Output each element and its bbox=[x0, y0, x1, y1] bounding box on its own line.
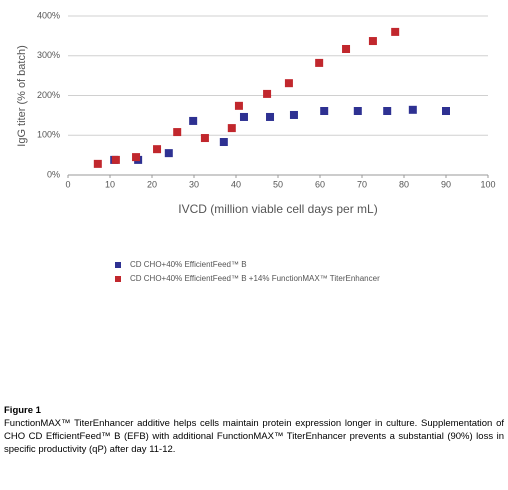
x-tick-label: 10 bbox=[105, 179, 115, 189]
caption-text: FunctionMAX™ TiterEnhancer additive help… bbox=[4, 418, 504, 455]
point bbox=[173, 128, 182, 137]
point bbox=[132, 153, 141, 162]
legend-label: CD CHO+40% EfficientFeed™ B +14% Functio… bbox=[130, 274, 380, 283]
point bbox=[266, 112, 275, 121]
y-tick-label: 300% bbox=[37, 50, 60, 60]
y-axis-title: IgG titer (% of batch) bbox=[16, 45, 28, 146]
x-tick-label: 0 bbox=[65, 179, 70, 189]
point bbox=[342, 44, 351, 53]
legend-marker bbox=[115, 276, 121, 282]
point bbox=[219, 138, 228, 147]
point bbox=[408, 105, 417, 114]
point bbox=[239, 112, 248, 121]
point bbox=[189, 116, 198, 125]
point bbox=[368, 37, 377, 46]
legend-label: CD CHO+40% EfficientFeed™ B bbox=[130, 260, 247, 269]
x-tick-label: 60 bbox=[315, 179, 325, 189]
point bbox=[153, 145, 162, 154]
point bbox=[383, 107, 392, 116]
point bbox=[353, 107, 362, 116]
point bbox=[227, 124, 236, 133]
point bbox=[164, 149, 173, 158]
point bbox=[442, 107, 450, 116]
point bbox=[315, 58, 324, 67]
x-tick-label: 90 bbox=[441, 179, 451, 189]
point bbox=[200, 134, 209, 143]
x-tick-label: 70 bbox=[357, 179, 367, 189]
x-tick-label: 30 bbox=[189, 179, 199, 189]
point bbox=[234, 101, 243, 110]
point bbox=[111, 155, 120, 164]
point bbox=[284, 79, 293, 88]
point bbox=[93, 159, 102, 168]
chart: IgG titer (% of batch) IVCD (million via… bbox=[16, 10, 496, 283]
x-tick-label: 20 bbox=[147, 179, 157, 189]
caption-label: Figure 1 bbox=[4, 405, 41, 416]
point bbox=[263, 89, 272, 98]
x-axis-title: IVCD (million viable cell days per mL) bbox=[178, 202, 377, 216]
y-tick-label: 400% bbox=[37, 10, 60, 20]
point bbox=[289, 110, 298, 119]
y-tick-label: 0% bbox=[47, 169, 60, 179]
y-tick-label: 200% bbox=[37, 90, 60, 100]
caption: Figure 1 FunctionMAX™ TiterEnhancer addi… bbox=[4, 404, 504, 456]
x-tick-label: 40 bbox=[231, 179, 241, 189]
point bbox=[391, 27, 400, 36]
legend-marker bbox=[115, 262, 121, 268]
x-tick-label: 100 bbox=[480, 179, 495, 189]
x-tick-label: 80 bbox=[399, 179, 409, 189]
y-tick-label: 100% bbox=[37, 130, 60, 140]
point bbox=[320, 107, 329, 116]
x-tick-label: 50 bbox=[273, 179, 283, 189]
